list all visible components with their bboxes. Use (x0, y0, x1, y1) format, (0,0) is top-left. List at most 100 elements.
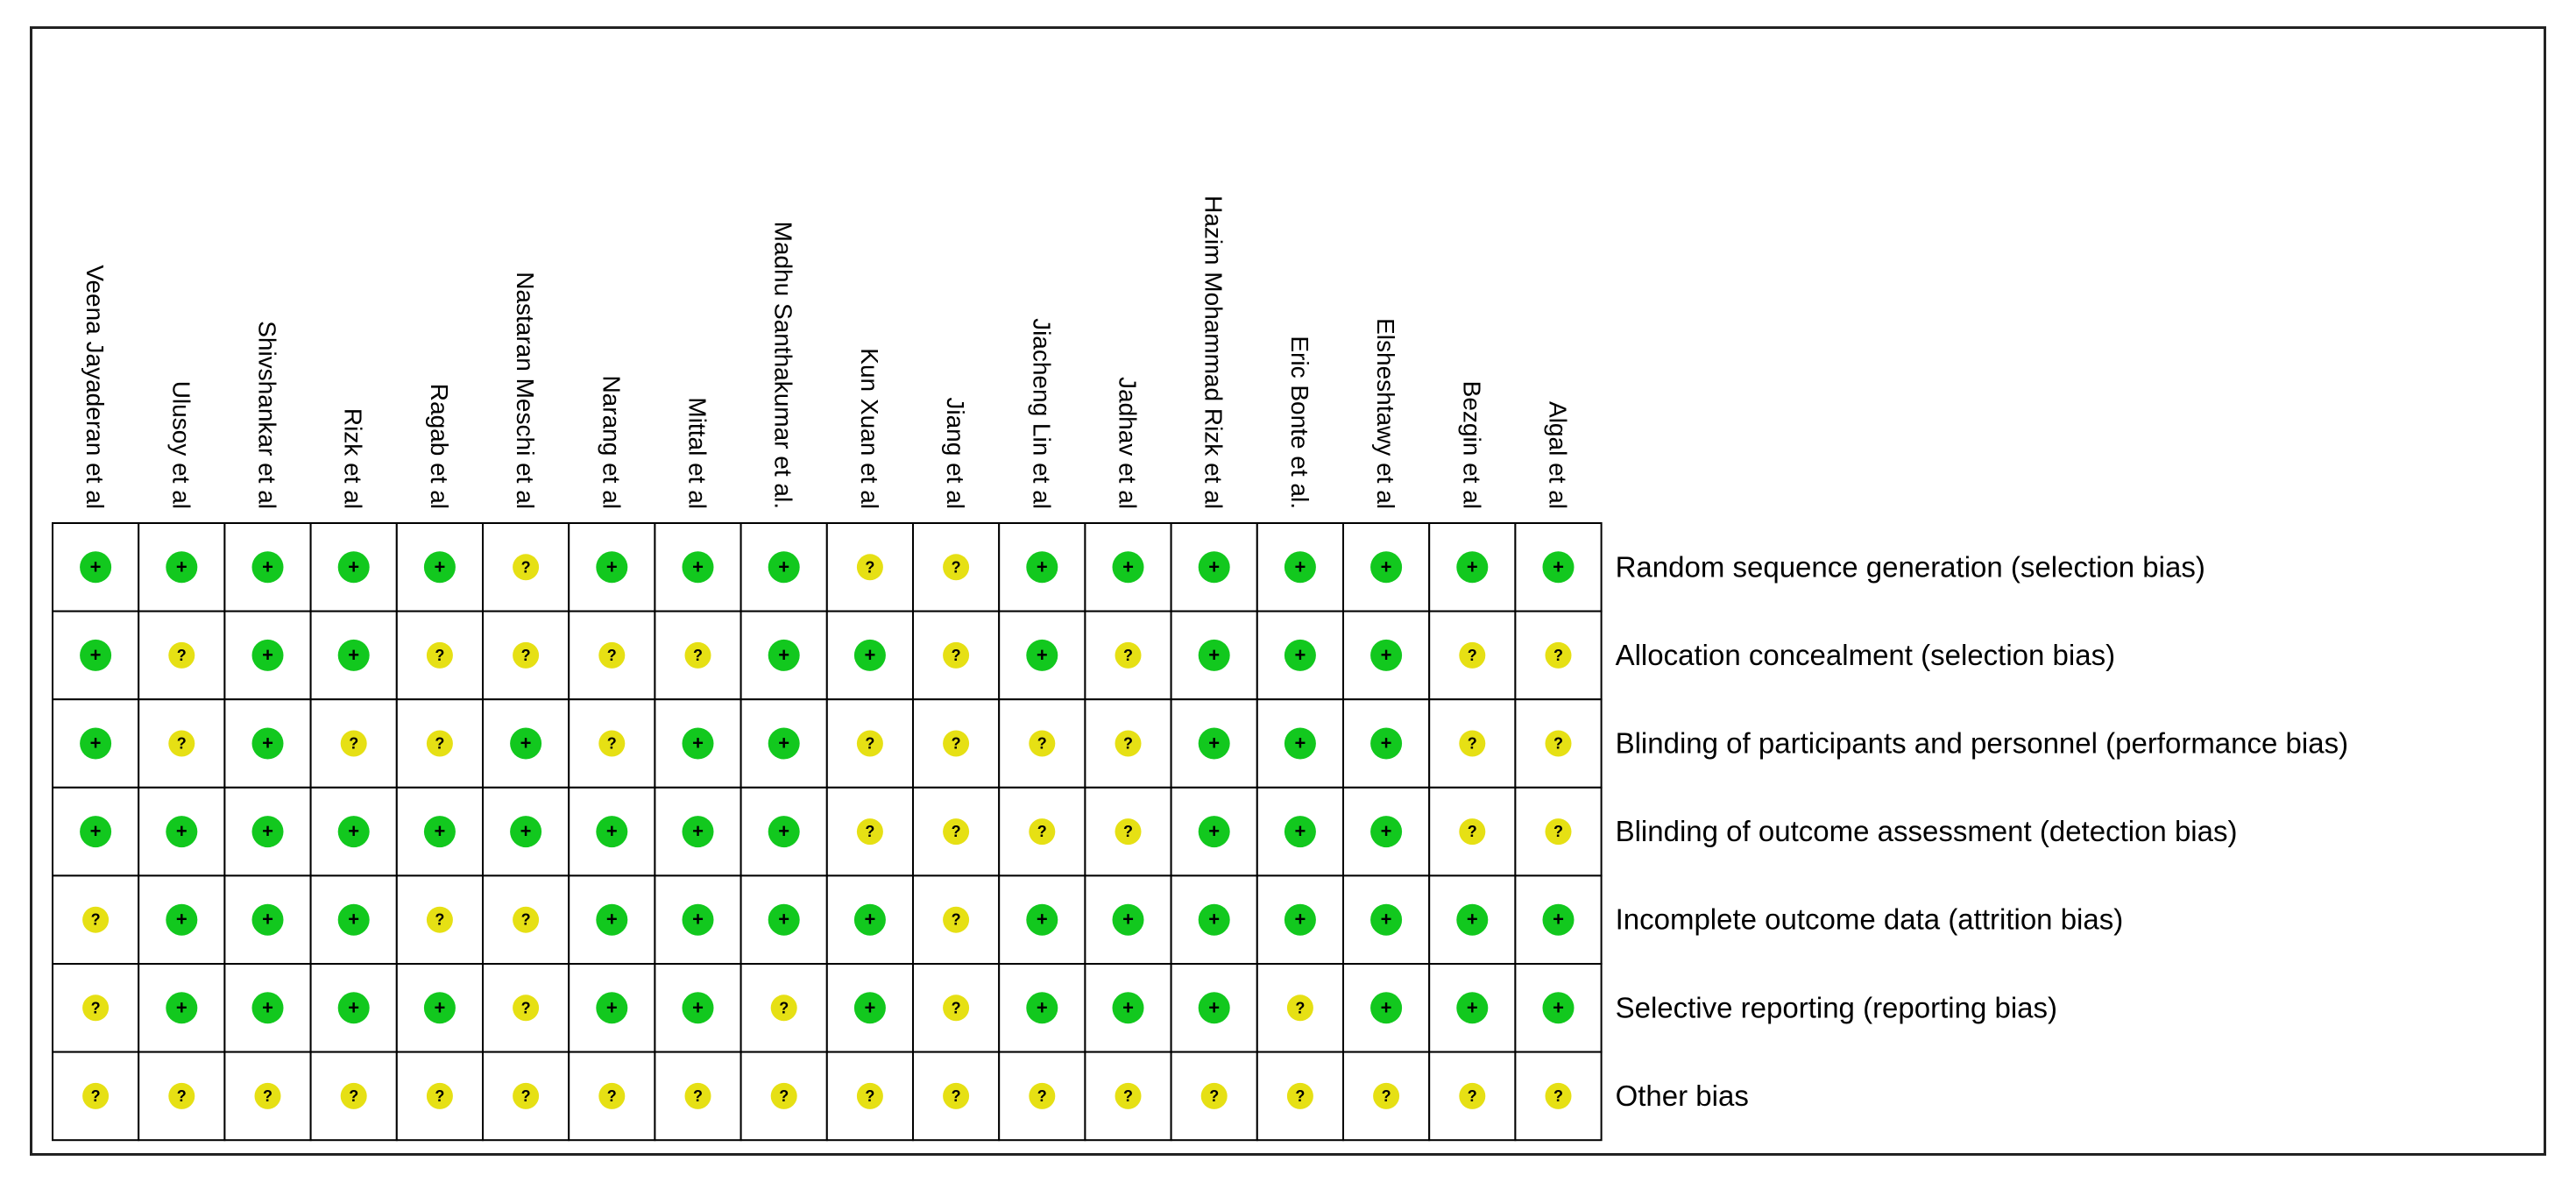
judgement-symbol: ? (952, 911, 961, 929)
judgement-symbol: ? (1123, 823, 1133, 840)
judgement-symbol: + (90, 644, 102, 666)
unclear-risk-mark (856, 818, 883, 846)
low-risk-mark (1456, 903, 1489, 936)
low-risk-mark (682, 992, 714, 1024)
study-label: Rizk et al (340, 408, 367, 509)
judgement-symbol: + (864, 644, 875, 666)
judgement-symbol: ? (952, 1087, 961, 1105)
low-risk-mark (682, 816, 714, 848)
study-label: Algal et al (1545, 401, 1572, 509)
judgement-symbol: + (1037, 996, 1048, 1018)
judgement-symbol: + (1208, 733, 1220, 754)
judgement-symbol: + (520, 820, 532, 842)
judgement-symbol: + (778, 733, 789, 754)
unclear-risk-mark (1286, 1082, 1313, 1109)
judgement-symbol: ? (521, 911, 531, 929)
judgement-symbol: + (778, 909, 789, 931)
judgement-symbol: ? (1209, 1087, 1219, 1105)
unclear-risk-mark (943, 554, 970, 581)
judgement-symbol: + (434, 996, 445, 1018)
unclear-risk-mark (1545, 641, 1572, 669)
study-label: Ragab et al (426, 384, 453, 509)
judgement-symbol: + (262, 820, 273, 842)
low-risk-mark (1284, 903, 1316, 936)
judgement-symbol: + (692, 820, 704, 842)
study-label: Jiacheng Lin et al (1028, 318, 1055, 509)
judgement-symbol: + (1208, 556, 1220, 577)
grid-cell (1256, 698, 1345, 789)
low-risk-mark (80, 727, 112, 760)
low-risk-mark (423, 551, 456, 584)
judgement-symbol: + (864, 996, 875, 1018)
judgement-symbol: ? (91, 911, 101, 929)
judgement-symbol: + (262, 644, 273, 666)
study-label: Hazim Mohammad Rizk et al (1200, 195, 1228, 509)
unclear-risk-mark (598, 1082, 626, 1109)
unclear-risk-mark (1545, 730, 1572, 757)
low-risk-mark (337, 551, 370, 584)
low-risk-mark (1198, 992, 1230, 1024)
judgement-symbol: + (434, 820, 445, 842)
judgement-symbol: + (348, 820, 359, 842)
judgement-symbol: + (1553, 556, 1564, 577)
judgement-symbol: ? (865, 823, 874, 840)
low-risk-mark (337, 816, 370, 848)
judgement-symbol: ? (952, 823, 961, 840)
judgement-symbol: + (1467, 909, 1478, 931)
low-risk-mark (853, 992, 886, 1024)
judgement-symbol: + (606, 909, 618, 931)
judgement-symbol: ? (1468, 735, 1477, 753)
judgement-symbol: + (176, 996, 188, 1018)
judgement-symbol: + (1122, 909, 1134, 931)
unclear-risk-mark (1373, 1082, 1400, 1109)
low-risk-mark (1542, 551, 1575, 584)
low-risk-mark (251, 727, 284, 760)
unclear-risk-mark (943, 906, 970, 933)
judgement-symbol: ? (952, 647, 961, 664)
low-risk-mark (853, 903, 886, 936)
study-label: Nastaran Meschi et al (512, 272, 539, 509)
unclear-risk-mark (426, 1082, 453, 1109)
judgement-symbol: ? (1382, 1087, 1391, 1105)
judgement-symbol: ? (1037, 735, 1047, 753)
low-risk-mark (596, 551, 628, 584)
unclear-risk-mark (1545, 818, 1572, 846)
low-risk-mark (251, 992, 284, 1024)
judgement-symbol: + (348, 556, 359, 577)
low-risk-mark (1542, 992, 1575, 1024)
low-risk-mark (1026, 903, 1058, 936)
grid-cell (1514, 698, 1603, 789)
low-risk-mark (1370, 727, 1403, 760)
unclear-risk-mark (513, 1082, 540, 1109)
judgement-symbol: ? (1553, 735, 1563, 753)
low-risk-mark (337, 903, 370, 936)
study-label: Elsheshtawy et al (1372, 318, 1399, 509)
unclear-risk-mark (943, 1082, 970, 1109)
judgement-symbol: + (778, 644, 789, 666)
low-risk-mark (1026, 992, 1058, 1024)
low-risk-mark (596, 816, 628, 848)
low-risk-mark (251, 903, 284, 936)
low-risk-mark (1112, 551, 1144, 584)
low-risk-mark (510, 816, 542, 848)
low-risk-mark (80, 639, 112, 671)
judgement-symbol: + (176, 909, 188, 931)
judgement-symbol: + (692, 556, 704, 577)
judgement-symbol: + (520, 733, 532, 754)
judgement-symbol: + (778, 820, 789, 842)
judgement-symbol: + (692, 909, 704, 931)
judgement-symbol: ? (1468, 1087, 1477, 1105)
low-risk-mark (423, 992, 456, 1024)
low-risk-mark (1198, 903, 1230, 936)
low-risk-mark (510, 727, 542, 760)
judgement-symbol: + (1208, 909, 1220, 931)
low-risk-mark (1456, 992, 1489, 1024)
unclear-risk-mark (426, 641, 453, 669)
low-risk-mark (1198, 727, 1230, 760)
judgement-symbol: ? (952, 735, 961, 753)
low-risk-mark (1370, 992, 1403, 1024)
unclear-risk-mark (513, 906, 540, 933)
judgement-symbol: + (1208, 820, 1220, 842)
grid-cell (309, 1051, 398, 1142)
